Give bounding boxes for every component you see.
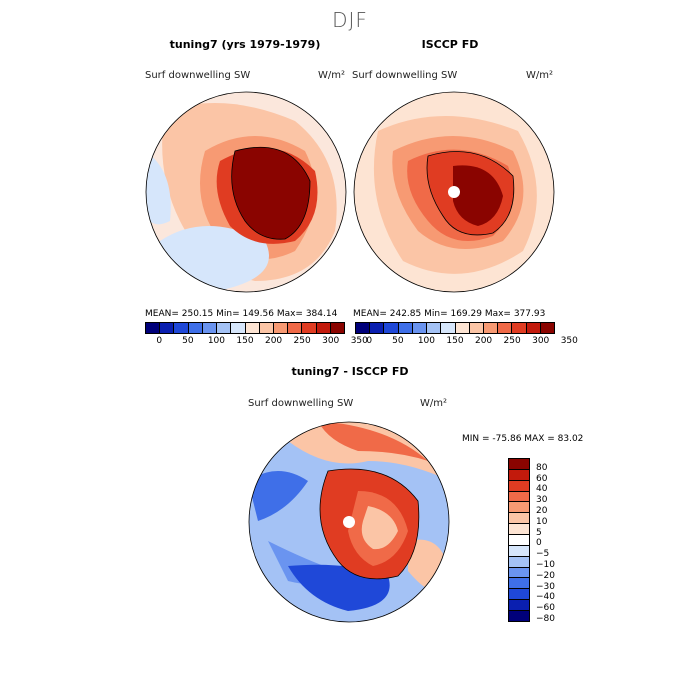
diff-polar-map xyxy=(248,421,450,623)
right-polar-map xyxy=(353,91,555,293)
colorbar-swatch xyxy=(540,323,555,333)
colorbar-tick-label: 300 xyxy=(322,336,340,346)
colorbar-tick-label: −10 xyxy=(536,560,555,570)
colorbar-swatch xyxy=(370,323,385,333)
colorbar-tick-label: 0 xyxy=(536,538,542,549)
colorbar-swatch xyxy=(509,480,529,492)
colorbar-swatch xyxy=(526,323,541,333)
colorbar-swatch xyxy=(356,323,371,333)
left-colorbar: 0 50 100 150 200 250 300 350 xyxy=(145,322,368,346)
colorbar-swatch xyxy=(509,513,529,525)
colorbar-swatch xyxy=(160,323,175,333)
colorbar-swatch xyxy=(509,600,529,612)
colorbar-swatch xyxy=(509,524,529,536)
colorbar-tick-label: −60 xyxy=(536,603,555,614)
diff-panel-title: tuning7 - ISCCP FD xyxy=(291,365,409,378)
colorbar-tick-label: 300 xyxy=(532,336,550,346)
colorbar-swatch xyxy=(412,323,428,333)
season-title: DJF xyxy=(332,8,368,32)
colorbar-swatch xyxy=(273,323,289,333)
colorbar-swatch xyxy=(509,535,529,546)
colorbar-swatch xyxy=(509,556,529,568)
colorbar-tick-label: −30 xyxy=(536,581,555,592)
colorbar-swatch xyxy=(509,578,529,590)
colorbar-tick-label: −20 xyxy=(536,570,555,581)
colorbar-swatch xyxy=(398,323,413,333)
colorbar-tick-label: −5 xyxy=(536,549,550,560)
right-colorbar: 0 50 100 150 200 250 300 350 xyxy=(355,322,578,346)
diff-units-label: W/m² xyxy=(420,398,448,409)
colorbar-tick-label: 150 xyxy=(446,336,464,346)
colorbar-tick-label: 0 xyxy=(156,336,163,346)
colorbar-tick-label: 250 xyxy=(293,336,311,346)
colorbar-tick-label: 200 xyxy=(264,336,283,346)
colorbar-tick-label: 30 xyxy=(536,495,548,506)
colorbar-swatch xyxy=(509,545,529,557)
colorbar-tick-label: −40 xyxy=(536,592,555,603)
colorbar-swatch xyxy=(509,567,529,579)
colorbar-tick-label: 80 xyxy=(536,462,548,473)
colorbar-swatch xyxy=(427,323,442,333)
colorbar-tick-label: 50 xyxy=(392,336,404,346)
colorbar-swatch xyxy=(509,502,529,514)
colorbar-swatch xyxy=(245,323,260,333)
colorbar-swatch xyxy=(509,611,529,621)
right-stats: MEAN= 242.85 Min= 169.29 Max= 377.93 xyxy=(353,309,546,319)
right-units-label: W/m² xyxy=(526,70,554,81)
colorbar-swatch xyxy=(469,323,484,333)
colorbar-tick-label: 20 xyxy=(536,506,548,516)
colorbar-tick-label: 10 xyxy=(536,516,548,527)
colorbar-swatch xyxy=(217,323,232,333)
colorbar-swatch xyxy=(288,323,303,333)
colorbar-swatch xyxy=(259,323,274,333)
colorbar-swatch xyxy=(302,323,317,333)
diff-stats: MIN = -75.86 MAX = 83.02 xyxy=(462,434,584,444)
colorbar-swatch xyxy=(483,323,499,333)
diff-variable-label: Surf downwelling SW xyxy=(248,398,354,409)
colorbar-tick-label: 200 xyxy=(474,336,493,346)
colorbar-swatch xyxy=(509,589,529,601)
colorbar-tick-label: 350 xyxy=(560,336,578,346)
diff-colorbar xyxy=(508,458,530,622)
left-variable-label: Surf downwelling SW xyxy=(145,70,251,81)
colorbar-swatch xyxy=(384,323,399,333)
colorbar-tick-label: 5 xyxy=(536,527,542,538)
left-stats: MEAN= 250.15 Min= 149.56 Max= 384.14 xyxy=(145,309,338,319)
colorbar-swatch xyxy=(509,491,529,503)
colorbar-swatch xyxy=(202,323,218,333)
colorbar-tick-label: 100 xyxy=(207,336,226,346)
diff-colorbar-labels: 80 60 40 30 20 10 5 0 −5 −10 −20 −30 −40 −60 −80 xyxy=(536,458,576,624)
colorbar-swatch xyxy=(146,323,161,333)
left-panel-title: tuning7 (yrs 1979-1979) xyxy=(169,38,321,51)
colorbar-swatch xyxy=(231,323,246,333)
colorbar-swatch xyxy=(512,323,527,333)
colorbar-swatch xyxy=(455,323,470,333)
colorbar-tick-label: 60 xyxy=(536,473,548,484)
colorbar-swatch xyxy=(498,323,513,333)
left-polar-map xyxy=(145,91,347,293)
colorbar-swatch xyxy=(188,323,203,333)
colorbar-swatch xyxy=(330,323,345,333)
colorbar-tick-label: 50 xyxy=(182,336,194,346)
right-variable-label: Surf downwelling SW xyxy=(352,70,458,81)
colorbar-swatch xyxy=(316,323,331,333)
colorbar-tick-label: 100 xyxy=(417,336,436,346)
colorbar-tick-label: 150 xyxy=(236,336,254,346)
left-units-label: W/m² xyxy=(318,70,346,81)
colorbar-swatch xyxy=(509,459,529,470)
right-panel-title: ISCCP FD xyxy=(421,38,479,51)
colorbar-tick-label: −80 xyxy=(536,614,555,624)
colorbar-swatch xyxy=(441,323,456,333)
colorbar-tick-label: 350 xyxy=(350,336,368,346)
colorbar-swatch xyxy=(509,469,529,481)
colorbar-tick-label: 40 xyxy=(536,484,548,495)
colorbar-tick-label: 0 xyxy=(366,336,373,346)
colorbar-swatch xyxy=(174,323,189,333)
colorbar-tick-label: 250 xyxy=(503,336,521,346)
